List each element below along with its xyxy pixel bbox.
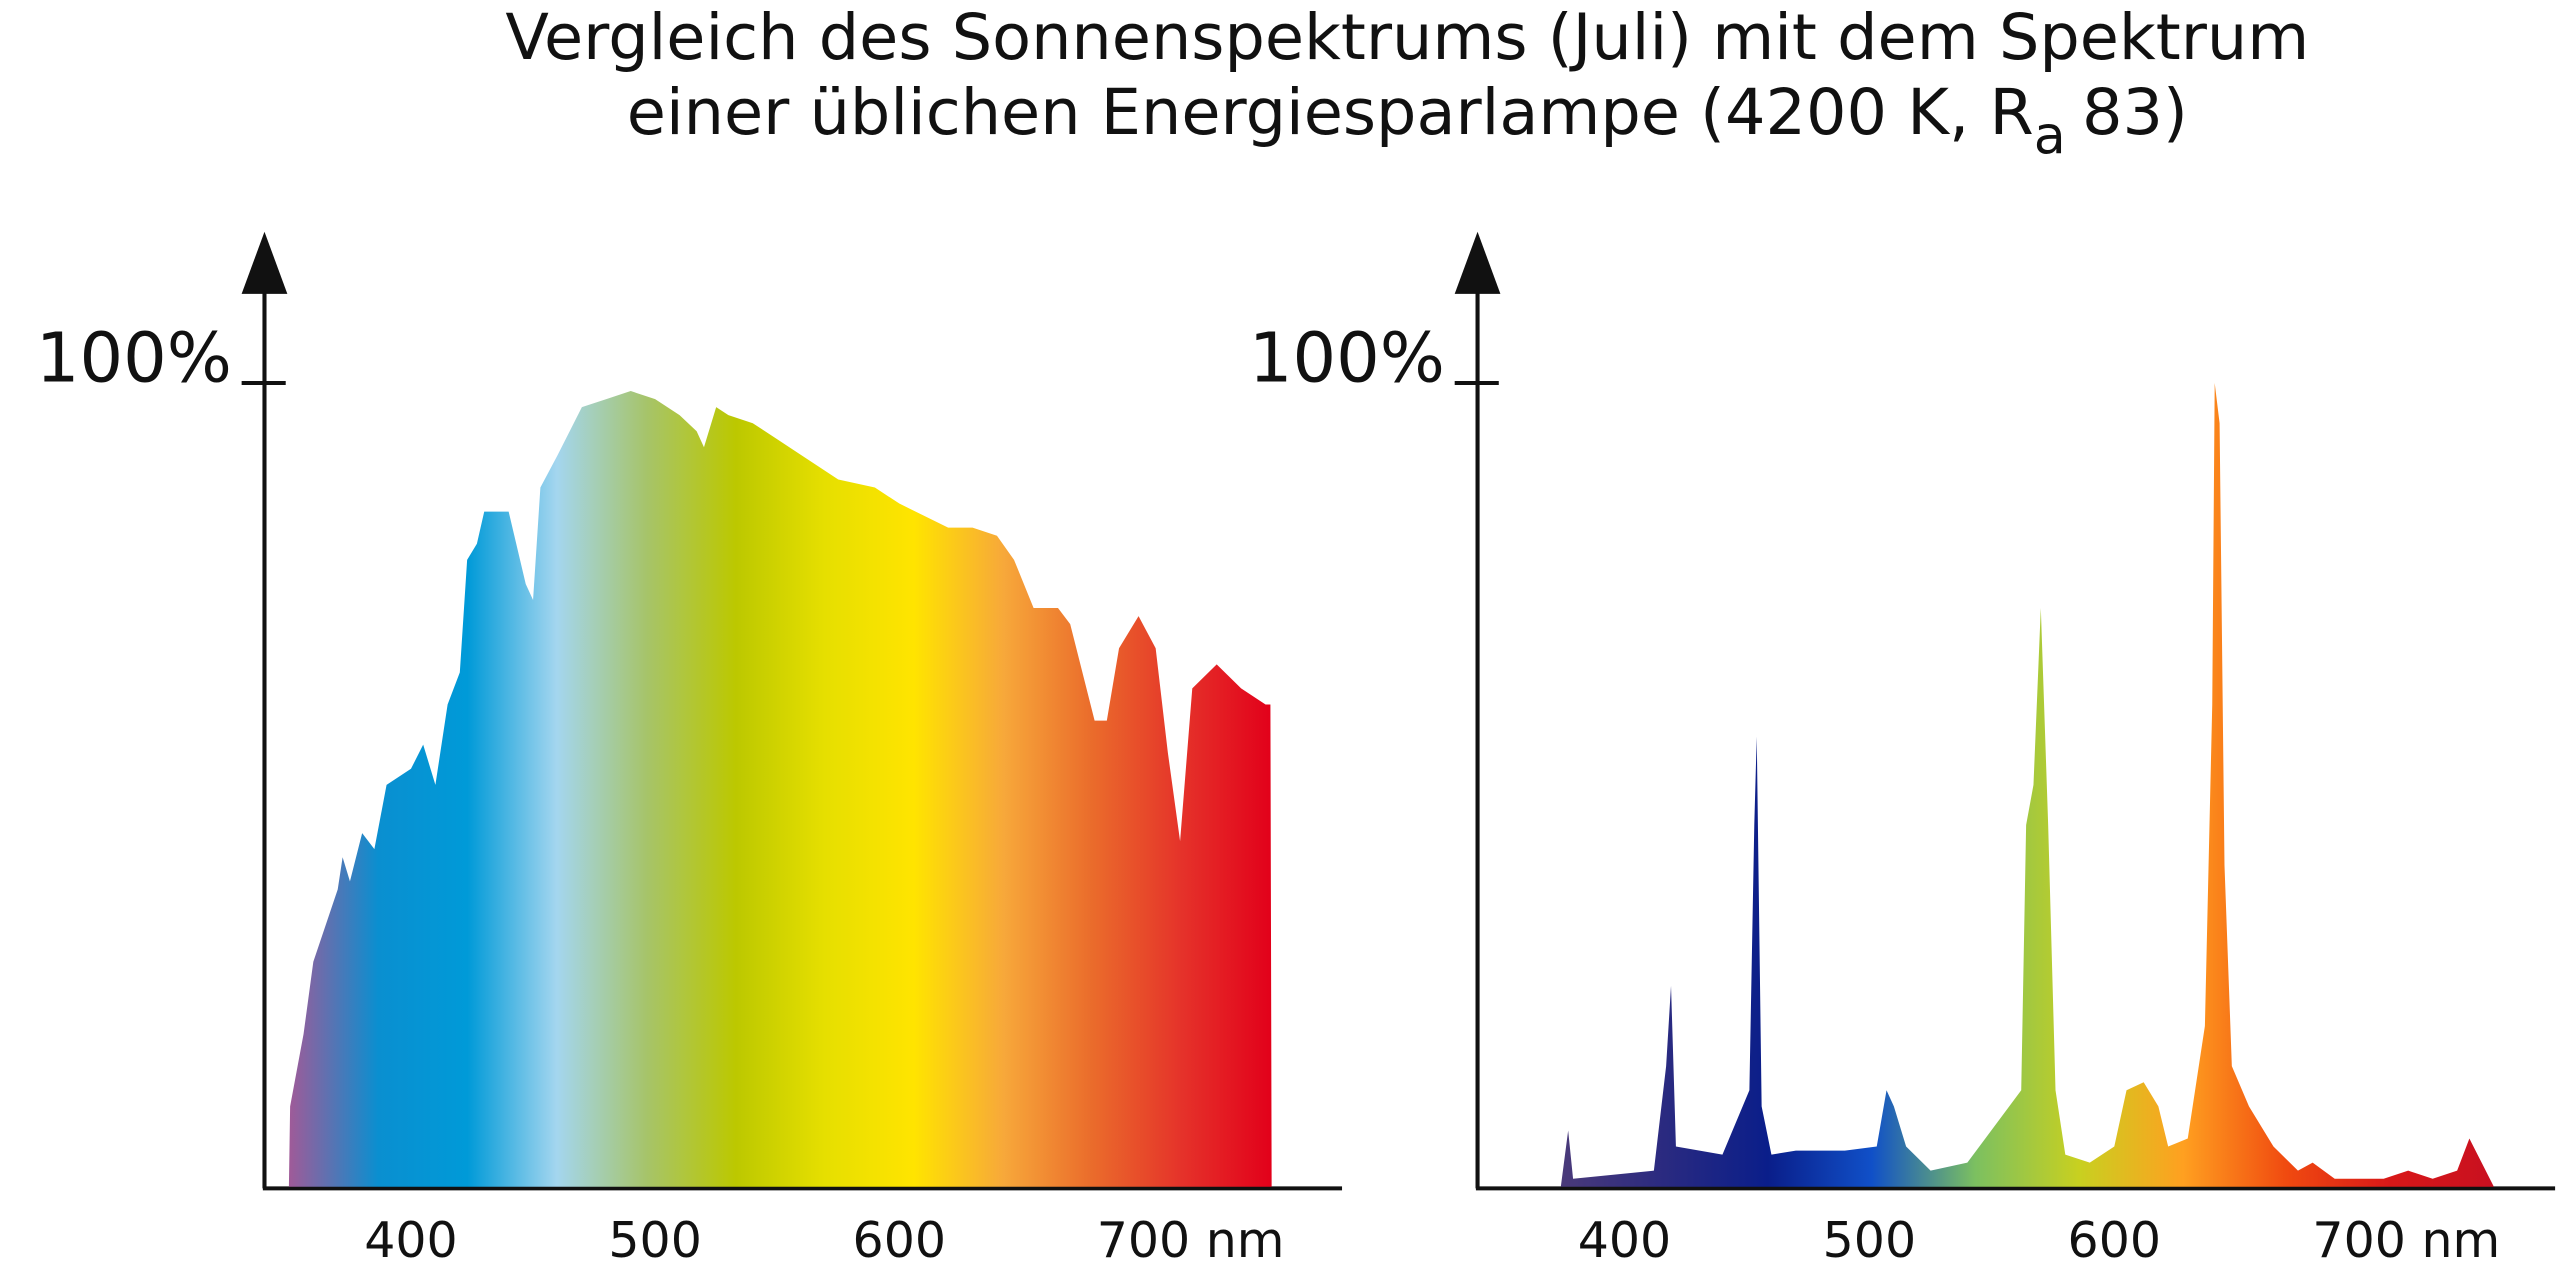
x-tick-label: 500 xyxy=(608,1212,701,1269)
title-line: Vergleich des Sonnenspektrums (Juli) mit… xyxy=(505,1,2309,75)
axis-arrow xyxy=(1454,231,1501,294)
x-tick-label: 500 xyxy=(1823,1212,1916,1269)
x-tick-label: 400 xyxy=(1578,1212,1671,1269)
x-tick-label: 600 xyxy=(2068,1212,2161,1269)
axes xyxy=(241,231,2556,1191)
title-text: einer üblichen Energiesparlampe (4200 K,… xyxy=(627,76,2034,150)
y-tick-label: 100% xyxy=(36,318,232,398)
y-tick-label: 100% xyxy=(1249,318,1445,398)
spectrum-area xyxy=(1560,383,2494,1187)
title-line: einer üblichen Energiesparlampe (4200 K,… xyxy=(627,76,2188,167)
x-tick-label: 700 nm xyxy=(1097,1212,1285,1269)
title-text: 83) xyxy=(2082,76,2188,150)
x-tick-label: 700 nm xyxy=(2312,1212,2500,1269)
x-tick-label: 600 xyxy=(853,1212,946,1269)
spectrum-area xyxy=(288,391,1272,1187)
axis-arrow xyxy=(241,231,288,294)
title-subscript: a xyxy=(2034,106,2066,166)
x-tick-label: 400 xyxy=(364,1212,457,1269)
